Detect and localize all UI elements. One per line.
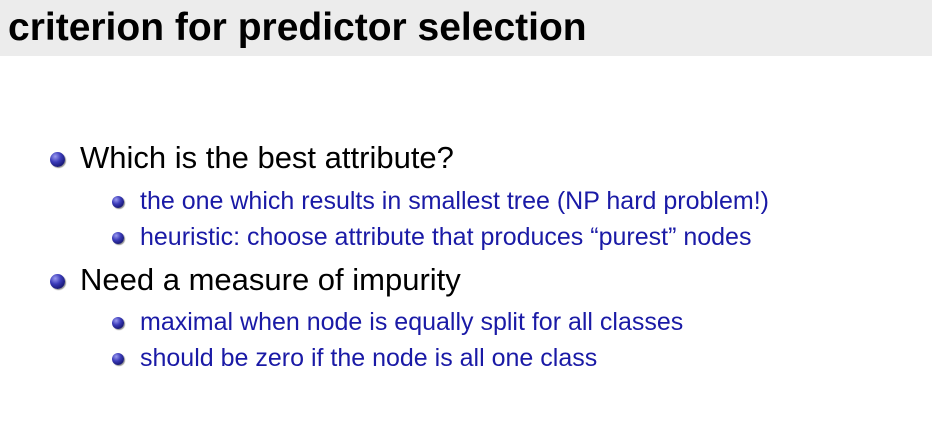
bullet-item: Need a measure of impurity [50,262,461,298]
sub-bullet-item: should be zero if the node is all one cl… [112,343,598,373]
sub-bullet-dot-icon [112,196,124,208]
bullet-dot-icon [50,274,65,289]
sub-bullet-text: heuristic: choose attribute that produce… [140,223,752,251]
sub-bullet-text: the one which results in smallest tree (… [140,187,769,215]
bullet-text: Need a measure of impurity [80,262,461,297]
sub-bullet-item: maximal when node is equally split for a… [112,307,684,337]
sub-bullet-text: should be zero if the node is all one cl… [140,344,598,372]
sub-bullet-text: maximal when node is equally split for a… [140,308,684,336]
title-bar: criterion for predictor selection [0,0,932,56]
sub-bullet-item: the one which results in smallest tree (… [112,186,769,216]
bullet-text: Which is the best attribute? [80,140,454,175]
bullet-dot-icon [50,152,65,167]
bullet-item: Which is the best attribute? [50,140,454,176]
sub-bullet-dot-icon [112,317,124,329]
sub-bullet-dot-icon [112,353,124,365]
sub-bullet-item: heuristic: choose attribute that produce… [112,222,752,252]
slide-title: criterion for predictor selection [8,6,587,49]
sub-bullet-dot-icon [112,232,124,244]
